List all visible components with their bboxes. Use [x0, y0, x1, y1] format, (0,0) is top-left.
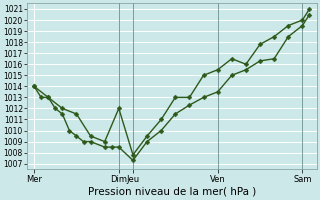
X-axis label: Pression niveau de la mer( hPa ): Pression niveau de la mer( hPa ) — [88, 187, 256, 197]
